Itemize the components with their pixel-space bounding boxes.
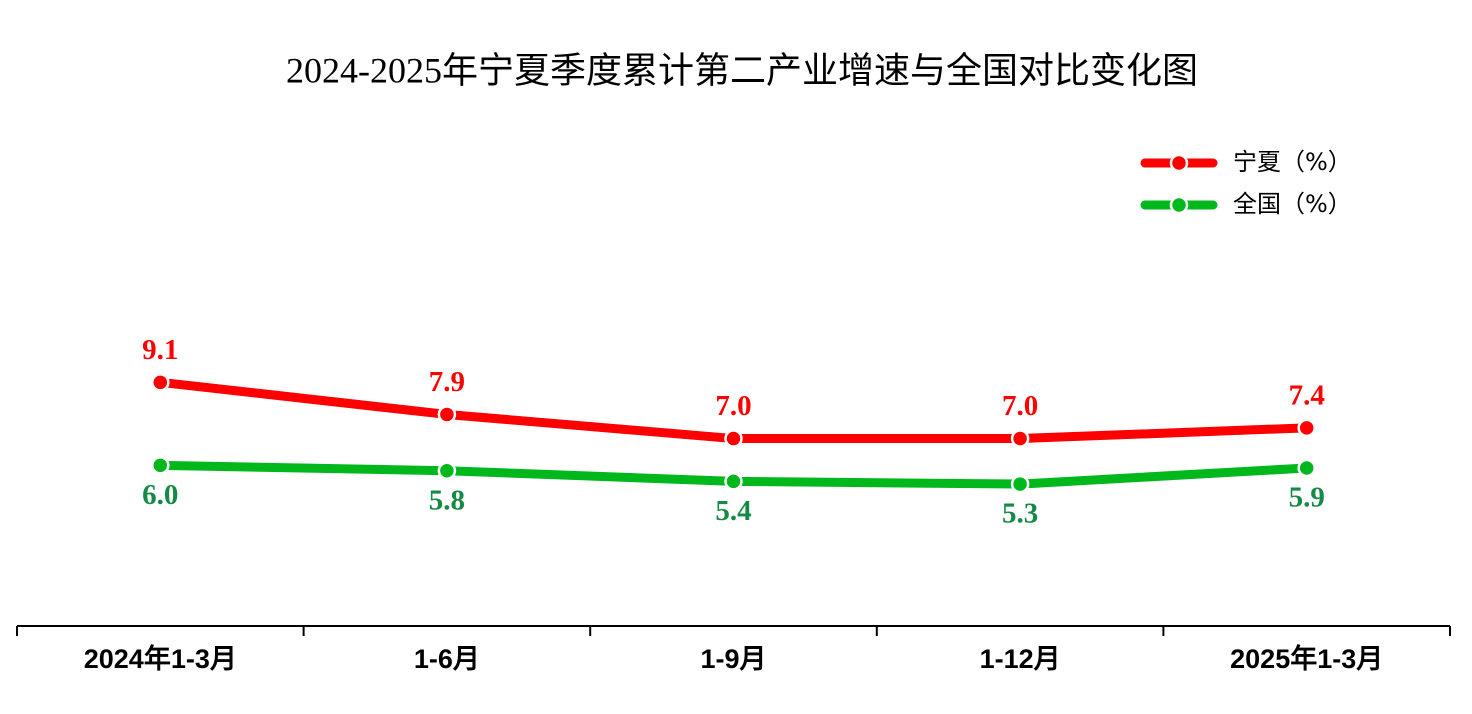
- point: [1010, 429, 1030, 448]
- point: [1297, 458, 1316, 478]
- point: [1297, 418, 1316, 438]
- value-label: 9.1: [142, 334, 178, 366]
- x-tick-label: 1-6月: [414, 644, 480, 674]
- value-label: 5.4: [715, 495, 751, 527]
- point: [724, 472, 743, 491]
- value-label: 7.0: [715, 390, 751, 422]
- value-label: 6.0: [142, 479, 178, 511]
- point: [724, 429, 743, 448]
- value-label: 5.9: [1289, 482, 1325, 514]
- point: [437, 405, 457, 424]
- chart-title: 2024-2025年宁夏季度累计第二产业增速与全国对比变化图: [286, 50, 1198, 90]
- value-label: 7.4: [1289, 380, 1325, 412]
- x-tick-label: 2025年1-3月: [1230, 643, 1383, 674]
- legend-label: 全国（%）: [1233, 190, 1352, 218]
- x-tick-label: 1-9月: [700, 644, 766, 674]
- legend-marker: [1169, 195, 1189, 215]
- point: [151, 456, 170, 475]
- value-label: 5.3: [1002, 498, 1038, 530]
- x-tick-label: 1-12月: [980, 644, 1061, 674]
- point: [437, 461, 457, 480]
- value-label: 5.8: [429, 484, 465, 516]
- value-label: 7.9: [429, 366, 465, 398]
- legend-label: 宁夏（%）: [1233, 148, 1352, 176]
- point: [151, 373, 170, 392]
- x-tick-label: 2024年1-3月: [84, 643, 237, 674]
- legend-marker: [1169, 153, 1189, 173]
- value-label: 7.0: [1002, 390, 1038, 422]
- point: [1010, 474, 1030, 494]
